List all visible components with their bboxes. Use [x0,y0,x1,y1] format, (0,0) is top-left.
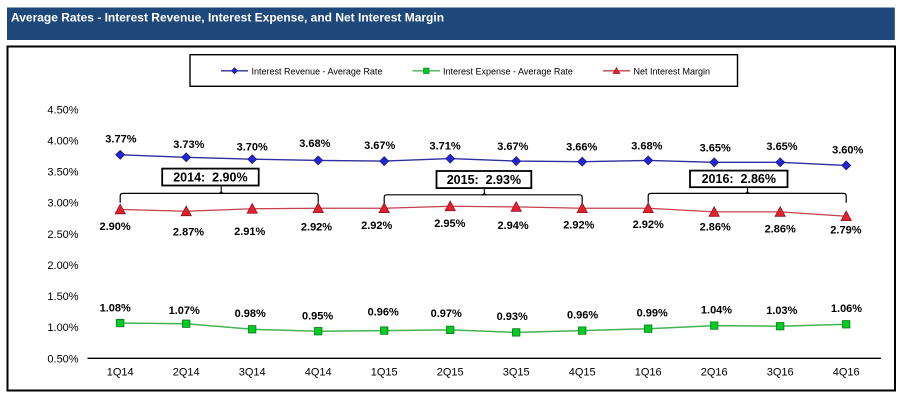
svg-text:0.97%: 0.97% [431,308,462,320]
svg-text:3.65%: 3.65% [700,143,731,155]
svg-text:1.04%: 1.04% [701,304,732,316]
svg-text:4Q15: 4Q15 [569,367,596,379]
svg-text:Interest Expense - Average Rat: Interest Expense - Average Rate [443,66,573,76]
svg-text:2.90%: 2.90% [99,221,130,233]
svg-text:1.00%: 1.00% [47,322,78,334]
svg-text:0.96%: 0.96% [368,306,399,318]
svg-text:3Q14: 3Q14 [239,367,266,379]
svg-text:Average Rates - Interest Reven: Average Rates - Interest Revenue, Intere… [11,11,444,25]
svg-text:1.07%: 1.07% [169,305,200,317]
svg-text:4Q14: 4Q14 [305,367,332,379]
svg-text:2Q16: 2Q16 [701,367,728,379]
svg-text:0.95%: 0.95% [302,311,333,323]
svg-text:Interest Revenue - Average Rat: Interest Revenue - Average Rate [252,66,383,76]
svg-text:2Q14: 2Q14 [173,367,200,379]
svg-text:2.91%: 2.91% [234,226,265,238]
svg-text:3Q15: 3Q15 [503,367,530,379]
svg-text:3.73%: 3.73% [173,139,204,151]
svg-text:0.98%: 0.98% [235,308,266,320]
svg-text:3.65%: 3.65% [766,141,797,153]
svg-text:3.60%: 3.60% [832,145,863,157]
svg-text:3.00%: 3.00% [47,198,78,210]
svg-text:2015: 2.93%: 2015: 2.93% [447,173,521,187]
svg-text:1Q16: 1Q16 [635,367,662,379]
svg-text:3Q16: 3Q16 [767,367,794,379]
svg-text:2016: 2.86%: 2016: 2.86% [702,172,776,186]
svg-text:3.68%: 3.68% [631,141,662,153]
svg-text:2.00%: 2.00% [47,260,78,272]
svg-text:3.68%: 3.68% [299,138,330,150]
svg-text:1.03%: 1.03% [766,305,797,317]
svg-text:2.50%: 2.50% [47,229,78,241]
svg-text:2.92%: 2.92% [563,220,594,232]
svg-text:2.92%: 2.92% [301,222,332,234]
svg-text:2.94%: 2.94% [497,220,528,232]
svg-text:2.87%: 2.87% [173,227,204,239]
svg-text:3.70%: 3.70% [237,141,268,153]
svg-text:3.67%: 3.67% [497,141,528,153]
svg-text:3.71%: 3.71% [429,140,460,152]
svg-text:4.50%: 4.50% [47,104,78,116]
svg-text:1Q14: 1Q14 [107,367,134,379]
svg-text:3.67%: 3.67% [364,140,395,152]
svg-text:1.50%: 1.50% [47,291,78,303]
svg-text:2.86%: 2.86% [700,222,731,234]
svg-text:1.06%: 1.06% [831,303,862,315]
svg-text:2014: 2.90%: 2014: 2.90% [173,170,247,184]
svg-text:1Q15: 1Q15 [371,367,398,379]
svg-text:2.95%: 2.95% [434,218,465,230]
svg-text:2.92%: 2.92% [361,220,392,232]
svg-text:2Q15: 2Q15 [437,367,464,379]
svg-text:4Q16: 4Q16 [833,367,860,379]
svg-text:0.50%: 0.50% [47,353,78,365]
svg-text:0.93%: 0.93% [497,311,528,323]
svg-text:2.92%: 2.92% [633,219,664,231]
svg-text:3.66%: 3.66% [566,142,597,154]
svg-text:3.77%: 3.77% [105,134,136,146]
svg-text:0.96%: 0.96% [567,309,598,321]
svg-text:Net Interest Margin: Net Interest Margin [634,66,711,76]
svg-text:4.00%: 4.00% [47,135,78,147]
svg-text:1.08%: 1.08% [100,303,131,315]
svg-text:2.79%: 2.79% [830,224,861,236]
svg-text:2.86%: 2.86% [765,224,796,236]
svg-text:0.99%: 0.99% [637,307,668,319]
svg-text:3.50%: 3.50% [47,167,78,179]
